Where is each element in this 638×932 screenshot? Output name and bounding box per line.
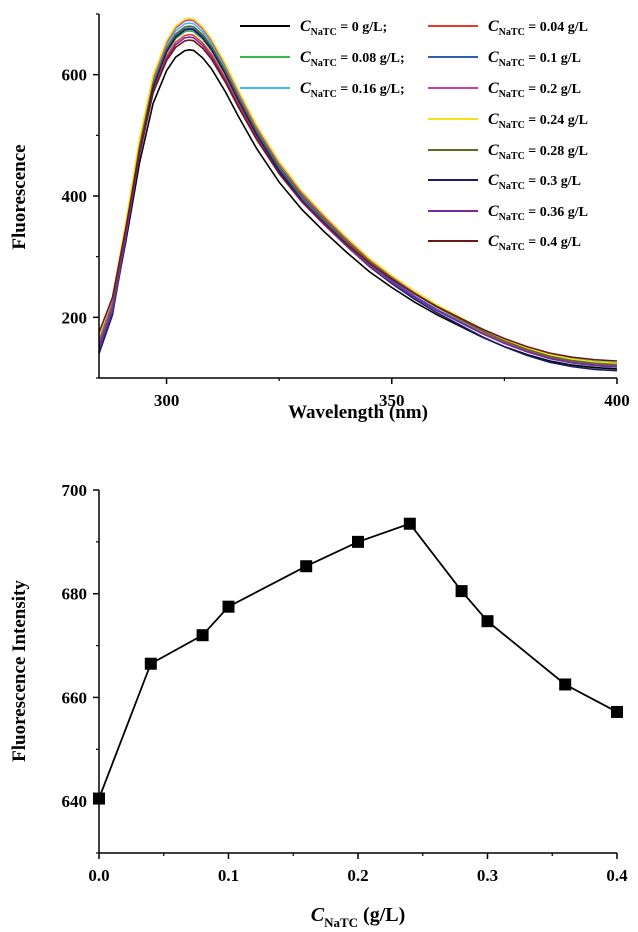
- spectra-x-axis-label: Wavelength (nm): [288, 402, 428, 423]
- intensity-y-tick-label: 640: [62, 792, 88, 811]
- intensity-x-tick-label: 0.3: [477, 866, 498, 885]
- intensity-marker: [481, 615, 494, 628]
- intensity-marker: [196, 629, 209, 642]
- spectra-y-tick-label: 200: [62, 308, 88, 327]
- intensity-x-tick-label: 0.0: [88, 866, 109, 885]
- spectra-y-tick-label: 400: [62, 187, 88, 206]
- legend-label-7: CNaTC = 0.28 g/L: [488, 142, 588, 162]
- spectrum-line-6: [98, 17, 618, 365]
- intensity-x-axis-label: CNaTC (g/L): [311, 904, 406, 930]
- intensity-marker: [144, 657, 157, 670]
- legend-label-5: CNaTC = 0.2 g/L: [488, 80, 581, 100]
- intensity-x-axis-label-var: C: [311, 904, 325, 926]
- spectra-y-axis-label: Fluorescence: [9, 144, 30, 249]
- intensity-y-tick-label: 700: [62, 481, 88, 500]
- spectrum-line-5: [98, 19, 618, 367]
- legend-label-1: CNaTC = 0.04 g/L: [488, 18, 588, 38]
- intensity-chart: 640 660 680 700 0.0 0.1 0.2 0.3 0.4 Fluorescence…: [9, 481, 628, 930]
- spectrum-line-2: [98, 30, 618, 364]
- spectra-x-tick-label: 400: [604, 391, 630, 410]
- spectra-y-tick-label: 600: [62, 66, 88, 85]
- spectrum-line-8: [98, 28, 618, 372]
- spectra-series-group: [98, 17, 618, 372]
- intensity-series: [93, 517, 623, 805]
- intensity-y-axis-label: Fluorescence Intensity: [9, 580, 30, 762]
- intensity-marker: [611, 705, 623, 718]
- legend-label-0: CNaTC = 0 g/L;: [300, 18, 387, 38]
- legend-label-9: CNaTC = 0.36 g/L: [488, 203, 588, 223]
- intensity-marker: [559, 678, 572, 691]
- spectrum-line-10: [98, 39, 618, 362]
- spectrum-line-3: [98, 27, 618, 368]
- legend-label-8: CNaTC = 0.3 g/L: [488, 172, 581, 192]
- intensity-marker: [93, 792, 105, 805]
- spectra-x-tick-label: 300: [154, 391, 180, 410]
- intensity-x-axis-label-sub: NaTC: [324, 915, 358, 930]
- intensity-x-axis-label-rest: (g/L): [358, 904, 405, 926]
- intensity-axes: 640 660 680 700 0.0 0.1 0.2 0.3 0.4: [62, 481, 629, 885]
- legend-label-3: CNaTC = 0.1 g/L: [488, 49, 581, 69]
- intensity-y-tick-label: 680: [62, 585, 88, 604]
- intensity-y-tick-label: 660: [62, 688, 88, 707]
- intensity-x-tick-label: 0.1: [218, 866, 239, 885]
- intensity-x-tick-label: 0.4: [606, 866, 628, 885]
- spectra-legend: CNaTC = 0 g/L; CNaTC = 0.04 g/L CNaTC = 0.…: [240, 18, 588, 253]
- legend-label-4: CNaTC = 0.16 g/L;: [300, 80, 405, 100]
- intensity-marker: [403, 517, 416, 530]
- intensity-x-tick-label: 0.2: [347, 866, 368, 885]
- spectra-axes: 200 400 600 300 350 400: [62, 13, 630, 410]
- intensity-marker: [455, 585, 468, 598]
- intensity-marker: [300, 560, 313, 573]
- intensity-marker: [222, 600, 235, 613]
- legend-label-6: CNaTC = 0.24 g/L: [488, 111, 588, 131]
- legend-label-2: CNaTC = 0.08 g/L;: [300, 49, 405, 69]
- spectrum-line-4: [98, 22, 618, 365]
- spectra-x-tick-label: 350: [379, 391, 405, 410]
- legend-label-10: CNaTC = 0.4 g/L: [488, 233, 581, 253]
- intensity-line: [98, 522, 618, 799]
- intensity-marker: [352, 535, 364, 548]
- spectrum-line-7: [98, 25, 618, 366]
